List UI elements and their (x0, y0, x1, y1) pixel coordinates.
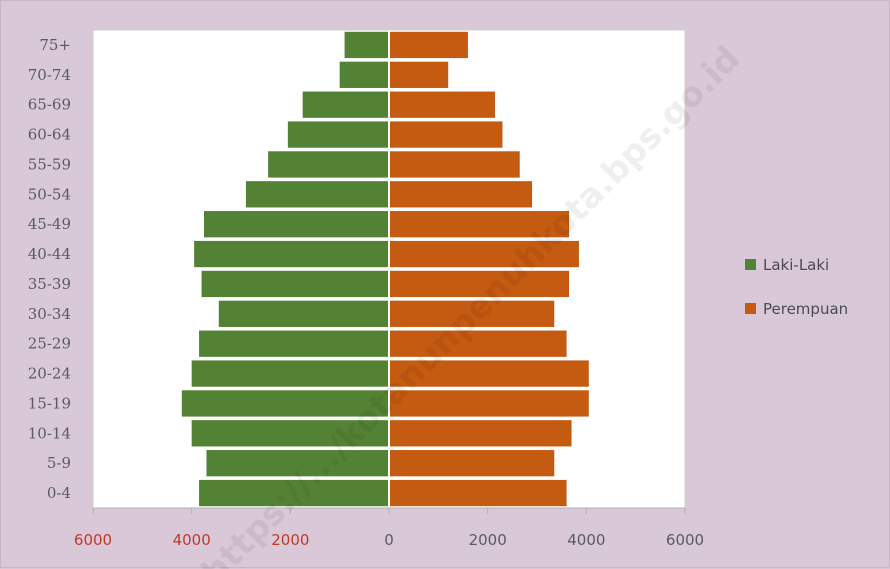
bar-perempuan-0-4 (390, 479, 567, 507)
bar-laki-laki-45-49 (204, 211, 388, 238)
bar-laki-laki-0-4 (199, 479, 388, 507)
bar-laki-laki-20-24 (191, 360, 388, 387)
bar-perempuan-35-39 (390, 270, 570, 298)
bar-perempuan-75+ (390, 31, 468, 59)
age-label-15-19: 15-19 (28, 394, 71, 412)
bar-perempuan-30-34 (390, 300, 555, 327)
bar-perempuan-70-74 (390, 61, 449, 88)
bar-laki-laki-40-44 (194, 240, 388, 268)
bar-perempuan-65-69 (390, 91, 496, 118)
bar-perempuan-10-14 (390, 420, 572, 447)
legend-swatch-perempuan (745, 303, 756, 314)
x-tick-label: 6000 (666, 531, 704, 549)
legend-swatch-laki-laki (745, 259, 756, 270)
plot-area (92, 29, 686, 509)
age-label-35-39: 35-39 (28, 275, 71, 293)
bars-group (181, 31, 589, 507)
bar-laki-laki-70-74 (339, 61, 388, 88)
x-tick-label: 4000 (567, 531, 605, 549)
x-tick-label: 2000 (271, 531, 309, 549)
age-label-10-14: 10-14 (28, 424, 71, 442)
age-group-labels: 0-4 5-9 10-14 15-19 20-24 25-29 30-34 35-39 40-4… (28, 36, 71, 502)
x-tick-label: 0 (384, 531, 394, 549)
bar-perempuan-15-19 (390, 390, 589, 417)
x-tick-label: 2000 (469, 531, 507, 549)
bar-laki-laki-65-69 (302, 91, 388, 118)
bar-laki-laki-30-34 (218, 300, 388, 327)
bar-laki-laki-35-39 (201, 270, 388, 298)
age-label-45-49: 45-49 (28, 215, 71, 233)
bar-laki-laki-75+ (344, 31, 388, 59)
legend-label-laki-laki: Laki-Laki (763, 256, 829, 274)
age-label-70-74: 70-74 (28, 66, 71, 84)
age-label-75+: 75+ (39, 36, 71, 54)
age-label-50-54: 50-54 (28, 185, 71, 203)
bar-laki-laki-10-14 (191, 420, 388, 447)
age-label-40-44: 40-44 (28, 245, 71, 263)
bar-perempuan-25-29 (390, 330, 567, 357)
bar-laki-laki-15-19 (181, 390, 388, 417)
age-label-60-64: 60-64 (28, 126, 71, 144)
bar-perempuan-40-44 (390, 240, 579, 268)
bar-laki-laki-25-29 (199, 330, 388, 357)
legend-label-perempuan: Perempuan (763, 300, 848, 318)
age-label-65-69: 65-69 (28, 96, 71, 114)
bar-laki-laki-60-64 (287, 121, 388, 148)
x-tick-label: 6000 (74, 531, 112, 549)
bar-laki-laki-50-54 (245, 181, 388, 208)
bar-perempuan-45-49 (390, 211, 570, 238)
age-label-55-59: 55-59 (28, 155, 71, 173)
age-label-30-34: 30-34 (28, 305, 71, 323)
bar-perempuan-5-9 (390, 450, 555, 477)
bar-laki-laki-55-59 (268, 151, 388, 178)
legend: Laki-Laki Perempuan (745, 256, 848, 318)
bar-perempuan-55-59 (390, 151, 520, 178)
bar-perempuan-20-24 (390, 360, 589, 387)
bar-perempuan-50-54 (390, 181, 533, 208)
x-tick-label: 4000 (173, 531, 211, 549)
bar-laki-laki-5-9 (206, 450, 388, 477)
age-label-0-4: 0-4 (47, 484, 71, 502)
bar-perempuan-60-64 (390, 121, 503, 148)
x-axis: 6000 4000 2000 0 2000 4000 6000 (74, 507, 704, 549)
age-label-25-29: 25-29 (28, 335, 71, 353)
age-label-5-9: 5-9 (47, 454, 71, 472)
age-label-20-24: 20-24 (28, 365, 71, 383)
